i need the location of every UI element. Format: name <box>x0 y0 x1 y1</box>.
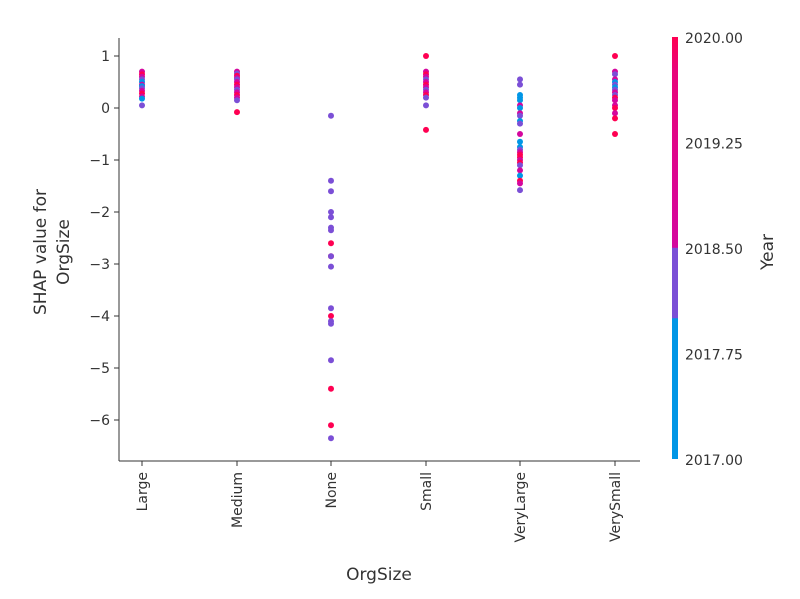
data-point <box>328 422 334 429</box>
data-point <box>517 172 523 179</box>
y-tick-label: −3 <box>89 257 110 273</box>
colorbar-title: Year <box>758 234 778 271</box>
data-point <box>517 120 523 127</box>
data-point <box>328 435 334 442</box>
colorbar-tick-label: 2019.25 <box>685 137 743 153</box>
data-point <box>328 209 334 215</box>
data-point <box>612 97 618 104</box>
data-point <box>328 357 334 364</box>
data-point <box>423 94 429 101</box>
data-point <box>328 305 334 312</box>
data-point <box>517 138 523 145</box>
data-point <box>517 105 523 111</box>
colorbar-tick-label: 2020.00 <box>685 31 743 47</box>
data-point <box>328 112 334 119</box>
data-point <box>612 71 618 78</box>
x-tick-label: Large <box>135 472 151 511</box>
x-tick-label: Medium <box>230 472 246 528</box>
data-point <box>612 131 618 137</box>
colorbar-gradient <box>672 37 678 459</box>
data-point <box>234 97 240 104</box>
data-points <box>139 53 618 442</box>
data-point <box>328 253 334 260</box>
y-tick-label: −5 <box>89 361 110 377</box>
data-point <box>328 263 334 270</box>
y-tick-label: 0 <box>101 101 110 117</box>
data-point <box>423 126 429 133</box>
data-point <box>517 180 523 187</box>
data-point <box>517 81 523 88</box>
data-point <box>234 109 240 116</box>
data-point <box>328 385 334 392</box>
y-axis-title-line1: SHAP value for <box>31 189 51 315</box>
y-tick-label: −2 <box>89 205 110 221</box>
data-point <box>612 105 618 111</box>
colorbar-tick-label: 2017.75 <box>685 348 743 364</box>
x-axis-title: OrgSize <box>346 565 412 585</box>
data-point <box>517 167 523 174</box>
x-tick-label: VeryLarge <box>513 472 529 543</box>
y-tick-label: 1 <box>101 49 110 65</box>
y-ticks: 1 0 −1 −2 −3 −4 −5 −6 <box>89 49 119 429</box>
x-tick-label: VerySmall <box>608 472 624 542</box>
data-point <box>517 76 523 83</box>
y-tick-label: −1 <box>89 153 110 169</box>
data-point <box>328 177 334 184</box>
data-point <box>328 214 334 221</box>
data-point <box>612 53 618 59</box>
colorbar-tick-label: 2017.00 <box>685 453 743 469</box>
data-point <box>517 162 523 169</box>
data-point <box>139 95 145 102</box>
data-point <box>328 320 334 327</box>
data-point <box>612 110 618 117</box>
colorbar-tick-label: 2018.50 <box>685 242 743 258</box>
x-tick-label: Small <box>419 472 435 511</box>
data-point <box>328 188 334 195</box>
data-point <box>328 313 334 319</box>
plot-area: 1 0 −1 −2 −3 −4 −5 −6 Large Medium None Small VeryL… <box>89 38 640 543</box>
data-point <box>423 102 429 109</box>
data-point <box>612 115 618 122</box>
data-point <box>517 112 523 119</box>
data-point <box>423 53 429 59</box>
colorbar: 2020.00 2019.25 2018.50 2017.75 2017.00 Year <box>672 31 778 469</box>
y-tick-label: −4 <box>89 309 110 325</box>
data-point <box>517 187 523 194</box>
data-point <box>328 227 334 234</box>
x-ticks: Large Medium None Small VeryLarge VerySmall <box>135 461 624 543</box>
data-point <box>517 97 523 104</box>
colorbar-ticks: 2020.00 2019.25 2018.50 2017.75 2017.00 <box>685 31 743 469</box>
y-axis-title-line2: OrgSize <box>54 219 74 285</box>
y-tick-label: −6 <box>89 413 110 429</box>
data-point <box>328 240 334 247</box>
data-point <box>139 102 145 109</box>
data-point <box>517 131 523 137</box>
x-tick-label: None <box>324 472 340 509</box>
